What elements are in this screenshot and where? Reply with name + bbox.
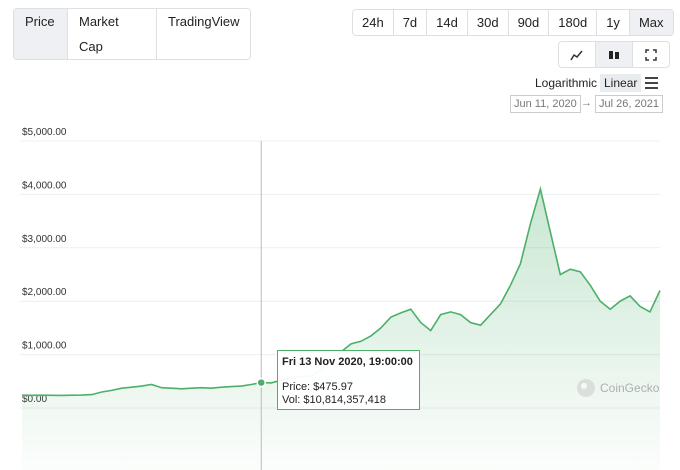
date-to[interactable]: Jul 26, 2021: [595, 95, 663, 113]
log-option[interactable]: Logarithmic: [535, 76, 598, 90]
y-tick-label: $2,000.00: [22, 287, 67, 298]
candle-icon-button[interactable]: [596, 42, 633, 67]
tooltip-price: Price: $475.97: [282, 381, 353, 393]
range-button[interactable]: 1y: [597, 10, 630, 35]
range-button[interactable]: 30d: [467, 10, 509, 35]
tooltip: Fri 13 Nov 2020, 19:00:00 Price: $475.97…: [277, 350, 420, 410]
y-tick-label: $1,000.00: [22, 341, 67, 352]
tab[interactable]: TradingView: [157, 9, 250, 59]
tab[interactable]: Price: [14, 9, 68, 59]
fullscreen-icon-button[interactable]: [633, 42, 669, 67]
y-tick-label: $5,000.00: [22, 127, 67, 138]
range-button[interactable]: 180d: [549, 10, 598, 35]
tooltip-date: Fri 13 Nov 2020, 19:00:00: [282, 356, 413, 368]
range-button[interactable]: 24h: [353, 10, 394, 35]
tab-group: Price Market Cap TradingView: [13, 8, 251, 60]
watermark-text: CoinGecko: [600, 381, 660, 395]
watermark: CoinGecko: [576, 378, 659, 398]
date-from[interactable]: Jun 11, 2020: [510, 95, 581, 113]
line-icon-button[interactable]: [559, 42, 596, 67]
date-arrow: →: [581, 97, 592, 109]
y-tick-label: $4,000.00: [22, 180, 67, 191]
y-tick-label: $3,000.00: [22, 234, 67, 245]
range-button[interactable]: 14d: [427, 10, 468, 35]
candle-icon: [609, 50, 619, 59]
range-button[interactable]: 90d: [508, 10, 550, 35]
watermark-logo: [577, 379, 595, 397]
area: [22, 189, 660, 470]
fullscreen-icon: [645, 48, 657, 61]
range-button[interactable]: 7d: [393, 10, 428, 35]
menu-icon[interactable]: [644, 76, 660, 90]
hover-point: [256, 377, 266, 388]
tab[interactable]: Market Cap: [68, 9, 157, 59]
tooltip-volume: Vol: $10,814,357,418: [282, 394, 386, 406]
range-button[interactable]: Max: [629, 10, 673, 35]
linear-option[interactable]: Linear: [600, 74, 642, 92]
range-group: 24h 7d 14d 30d 90d 180d 1y Max: [352, 9, 674, 36]
line-icon: [570, 50, 583, 60]
chart-type-group: [558, 41, 670, 68]
